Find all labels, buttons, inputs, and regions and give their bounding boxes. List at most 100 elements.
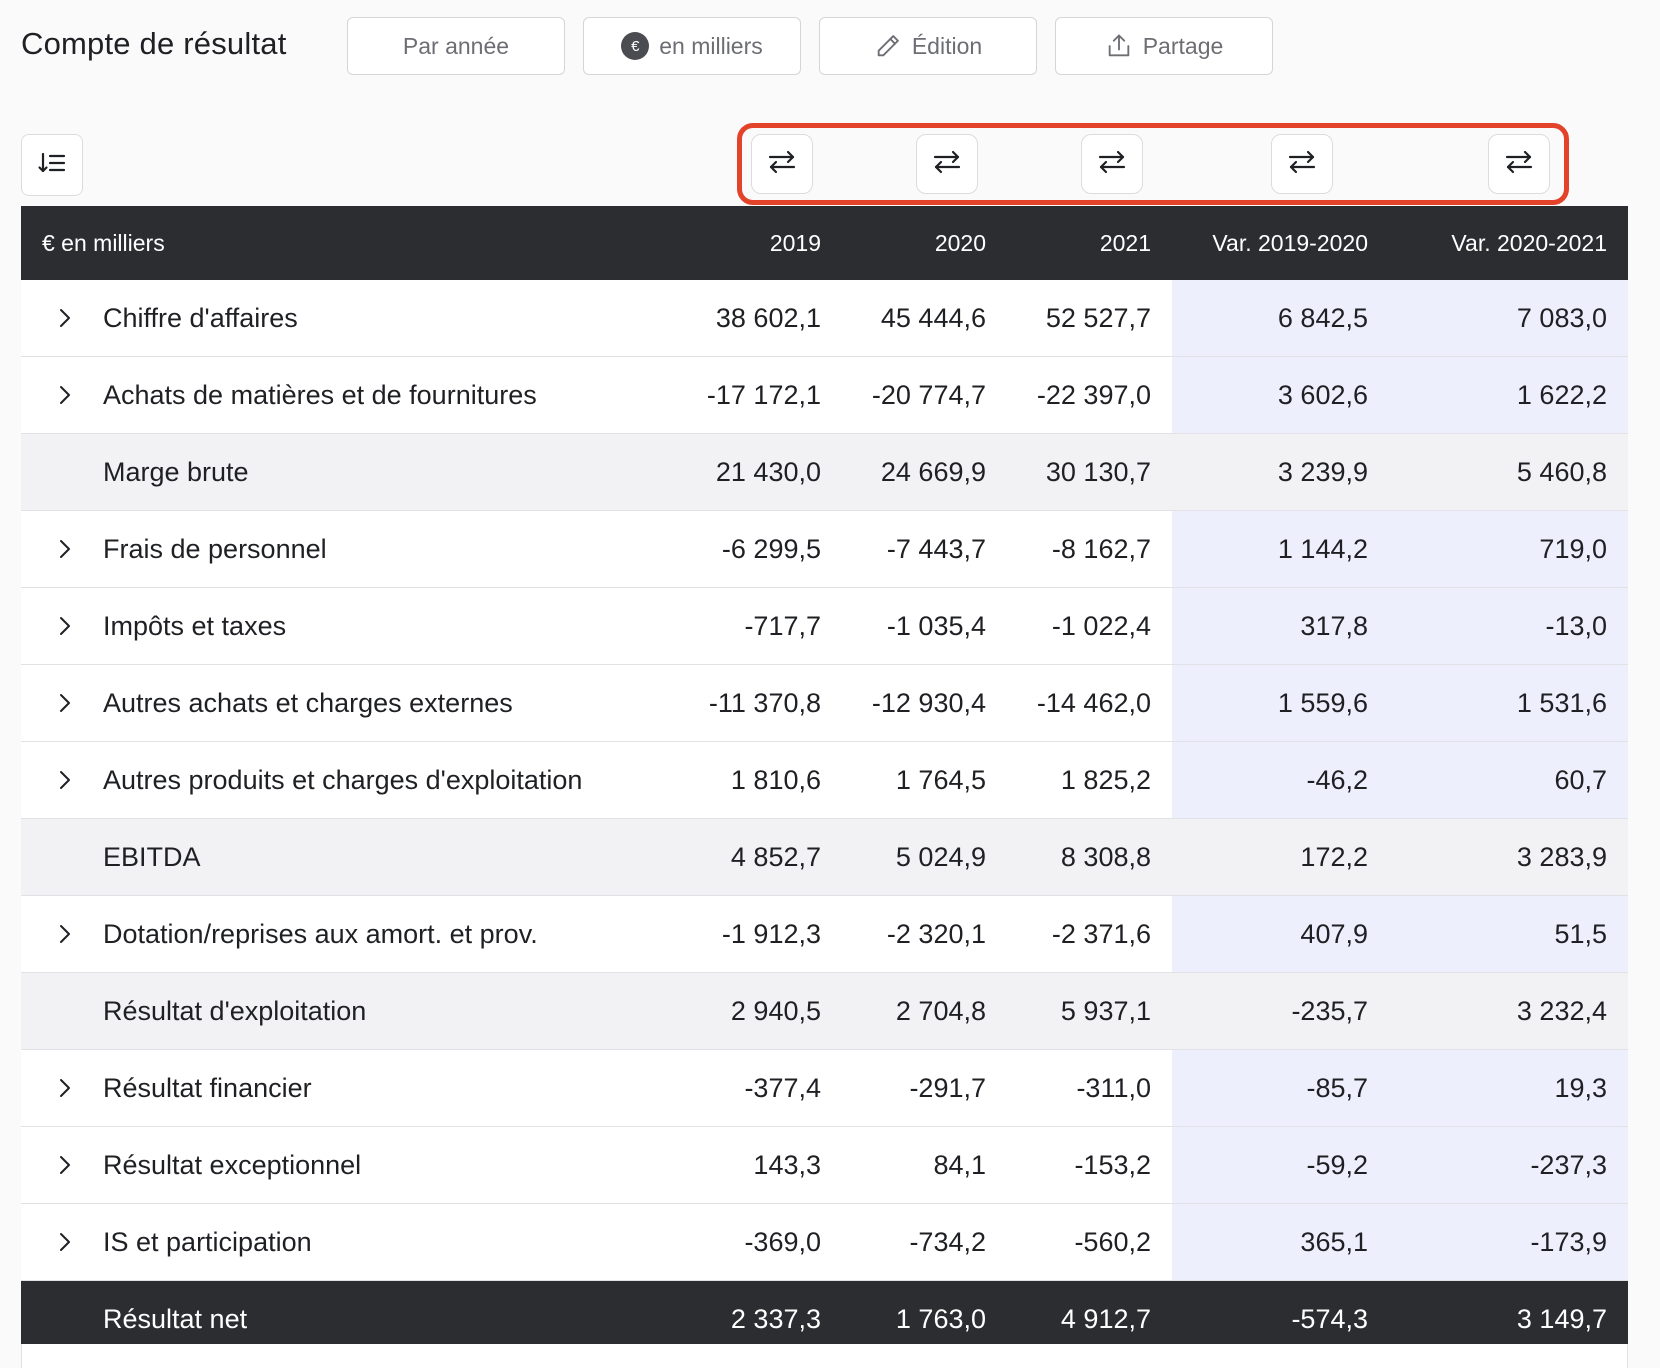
chevron-right-icon[interactable] (21, 615, 103, 637)
sort-button[interactable] (21, 134, 83, 196)
value-2020: 24 669,9 (842, 433, 1007, 511)
chevron-right-icon[interactable] (21, 769, 103, 791)
row-label: Marge brute (103, 456, 249, 487)
value-2021: 52 527,7 (1045, 302, 1151, 333)
row-label-cell: IS et participation (21, 1204, 677, 1281)
chevron-right-icon[interactable] (21, 1154, 103, 1176)
pencil-icon (874, 32, 902, 60)
value-2020: -291,7 (909, 1072, 986, 1103)
chevron-right-icon[interactable] (21, 1077, 103, 1099)
income-statement-table: € en milliers 2019 2020 2021 Var. 2019-2… (21, 206, 1628, 1357)
unit-button[interactable]: € en milliers (583, 17, 801, 75)
value-2019: 1 810,6 (730, 764, 821, 795)
value-2021: -311,0 (1076, 1072, 1151, 1103)
share-button[interactable]: Partage (1055, 17, 1273, 75)
table-row[interactable]: Résultat financier -377,4 -291,7 -311,0 -85,… (21, 1049, 1628, 1127)
row-label-cell: Chiffre d'affaires (21, 280, 677, 357)
value-var-2019-2020: -59,2 (1172, 1126, 1389, 1204)
swap-column-2019-button[interactable] (751, 134, 813, 194)
row-label: Résultat financier (103, 1072, 312, 1103)
value-var-2020-2021: 19,3 (1389, 1049, 1628, 1127)
column-header-var-2019-2020: Var. 2019-2020 (1212, 229, 1368, 256)
row-label-cell: Résultat exceptionnel (21, 1127, 677, 1204)
swap-column-2020-button[interactable] (916, 134, 978, 194)
row-label: Dotation/reprises aux amort. et prov. (103, 918, 538, 949)
row-label: Résultat net (103, 1303, 248, 1334)
row-label-cell: Dotation/reprises aux amort. et prov. (21, 896, 677, 973)
edit-button[interactable]: Édition (819, 17, 1037, 75)
value-2021: -22 397,0 (1036, 379, 1151, 410)
column-header-2021: 2021 (1099, 229, 1151, 256)
row-label-cell: EBITDA (21, 818, 677, 896)
swap-arrows-icon (767, 149, 797, 180)
value-var-2020-2021: 3 283,9 (1389, 818, 1628, 896)
chevron-right-icon[interactable] (21, 307, 103, 329)
value-2019: 2 940,5 (677, 972, 842, 1050)
value-2019: -369,0 (744, 1226, 821, 1257)
value-2021: 5 937,1 (1007, 972, 1172, 1050)
value-var-2020-2021: 5 460,8 (1389, 433, 1628, 511)
row-label: Frais de personnel (103, 533, 327, 564)
row-label: IS et participation (103, 1226, 312, 1257)
value-var-2020-2021: 3 232,4 (1389, 972, 1628, 1050)
value-2020: -20 774,7 (871, 379, 986, 410)
value-var-2019-2020: -235,7 (1172, 972, 1389, 1050)
swap-column-2021-button[interactable] (1081, 134, 1143, 194)
row-label: Achats de matières et de fournitures (103, 379, 537, 410)
value-var-2020-2021: 1 622,2 (1389, 356, 1628, 434)
period-button-label: Par année (402, 32, 510, 59)
value-var-2019-2020: 1 559,6 (1172, 664, 1389, 742)
table-row[interactable]: Résultat exceptionnel 143,3 84,1 -153,2 -59,… (21, 1126, 1628, 1204)
chevron-right-icon[interactable] (21, 692, 103, 714)
value-var-2019-2020: 6 842,5 (1172, 280, 1389, 357)
value-2020: -7 443,7 (886, 533, 986, 564)
value-var-2019-2020: 317,8 (1172, 587, 1389, 665)
swap-column-var-2019-2020-button[interactable] (1271, 134, 1333, 194)
table-row[interactable]: Dotation/reprises aux amort. et prov. -1 … (21, 895, 1628, 973)
table-row[interactable]: IS et participation -369,0 -734,2 -560,2 365… (21, 1203, 1628, 1281)
swap-column-var-2020-2021-button[interactable] (1488, 134, 1550, 194)
table-row[interactable]: Autres produits et charges d'exploitatio… (21, 741, 1628, 819)
value-2021: -14 462,0 (1036, 687, 1151, 718)
row-label: Résultat d'exploitation (103, 995, 367, 1026)
swap-arrows-icon (1287, 149, 1317, 180)
chevron-right-icon[interactable] (21, 923, 103, 945)
table-row[interactable]: Achats de matières et de fournitures -17 … (21, 356, 1628, 434)
value-2020: 2 704,8 (842, 972, 1007, 1050)
row-label-cell: Marge brute (21, 433, 677, 511)
chevron-right-icon[interactable] (21, 384, 103, 406)
value-2019: 4 852,7 (677, 818, 842, 896)
row-label: EBITDA (103, 841, 201, 872)
value-2021: -560,2 (1074, 1226, 1151, 1257)
toolbar: Compte de résultat Par année € en millie… (0, 0, 1660, 96)
value-2019: -717,7 (744, 610, 821, 641)
value-var-2020-2021: 1 531,6 (1389, 664, 1628, 742)
value-2019: 21 430,0 (677, 433, 842, 511)
column-header-2020: 2020 (934, 229, 986, 256)
row-label-cell: Autres produits et charges d'exploitatio… (21, 742, 677, 819)
table-header-row: € en milliers 2019 2020 2021 Var. 2019-2… (21, 206, 1628, 280)
value-var-2019-2020: 365,1 (1172, 1203, 1389, 1281)
row-label-cell: Achats de matières et de fournitures (21, 357, 677, 434)
value-var-2019-2020: 172,2 (1172, 818, 1389, 896)
value-2019: -6 299,5 (721, 533, 821, 564)
swap-buttons-highlight (737, 123, 1569, 205)
table-row[interactable]: Impôts et taxes -717,7 -1 035,4 -1 022,4 317… (21, 587, 1628, 665)
value-2020: -734,2 (909, 1226, 986, 1257)
table-row[interactable]: Frais de personnel -6 299,5 -7 443,7 -8 162… (21, 510, 1628, 588)
value-var-2019-2020: 1 144,2 (1172, 510, 1389, 588)
value-var-2019-2020: 407,9 (1172, 895, 1389, 973)
table-row[interactable]: Autres achats et charges externes -11 370… (21, 664, 1628, 742)
unit-button-label: en milliers (659, 32, 763, 59)
row-label-cell: Impôts et taxes (21, 588, 677, 665)
chevron-right-icon[interactable] (21, 1231, 103, 1253)
chevron-right-icon[interactable] (21, 538, 103, 560)
value-2020: 45 444,6 (880, 302, 986, 333)
table-row[interactable]: Chiffre d'affaires 38 602,1 45 444,6 52 527… (21, 280, 1628, 357)
value-2019: 38 602,1 (715, 302, 821, 333)
value-2020: -12 930,4 (871, 687, 986, 718)
value-2021: 8 308,8 (1007, 818, 1172, 896)
row-label: Impôts et taxes (103, 610, 287, 641)
period-button[interactable]: Par année (347, 17, 565, 75)
share-upload-icon (1105, 32, 1133, 60)
